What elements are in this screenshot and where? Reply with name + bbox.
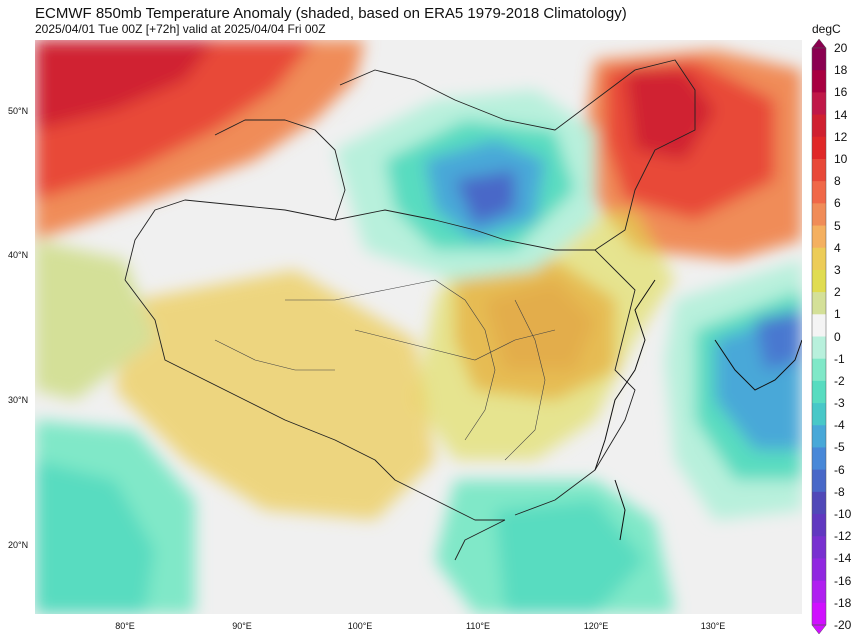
colorbar-swatch bbox=[812, 314, 826, 337]
colorbar-swatch bbox=[812, 514, 826, 537]
colorbar-tick-label: 20 bbox=[834, 41, 848, 55]
colorbar-tick-label: 0 bbox=[834, 329, 841, 344]
colorbar-swatch bbox=[812, 425, 826, 448]
lat-label-50n: 50°N bbox=[8, 106, 29, 116]
lon-label-80e: 80°E bbox=[115, 621, 135, 631]
colorbar-swatch bbox=[812, 203, 826, 227]
colorbar-swatch bbox=[812, 158, 826, 182]
colorbar-swatch bbox=[812, 491, 826, 515]
colorbar-extend-max bbox=[811, 38, 827, 49]
colorbar-tick-label: -18 bbox=[834, 595, 852, 610]
colorbar-tick-label: -3 bbox=[834, 396, 845, 411]
lat-label-30n: 30°N bbox=[8, 395, 29, 405]
colorbar-tick-label: -6 bbox=[834, 462, 845, 477]
colorbar-tick-label: -4 bbox=[834, 418, 845, 433]
colorbar-swatch bbox=[812, 269, 826, 293]
colorbar-swatch bbox=[812, 92, 826, 116]
lon-label-110e: 110°E bbox=[466, 621, 490, 631]
colorbar-outline bbox=[811, 47, 827, 626]
map-svg bbox=[35, 40, 802, 614]
colorbar-unit: degC bbox=[812, 22, 841, 36]
colorbar-swatch bbox=[812, 225, 826, 249]
colorbar-swatch bbox=[812, 292, 826, 315]
colorbar-swatch bbox=[812, 48, 826, 71]
colorbar-swatch bbox=[812, 469, 826, 493]
colorbar-tick-label: 3 bbox=[834, 262, 841, 277]
colorbar-swatch bbox=[812, 247, 826, 271]
colorbar-tick-label: 6 bbox=[834, 196, 841, 211]
colorbar-tick-label: 14 bbox=[834, 107, 848, 122]
colorbar-swatch bbox=[812, 558, 826, 582]
colorbar-swatch bbox=[812, 181, 826, 204]
chart-title: ECMWF 850mb Temperature Anomaly (shaded,… bbox=[35, 5, 627, 22]
colorbar-swatch bbox=[812, 447, 826, 471]
colorbar-tick-label: 16 bbox=[834, 85, 848, 100]
colorbar-swatch bbox=[812, 114, 826, 138]
coastlines bbox=[594, 279, 802, 541]
colorbar-swatch bbox=[812, 136, 826, 160]
anomaly-shading bbox=[35, 40, 802, 614]
colorbar-tick-label: -8 bbox=[834, 484, 845, 499]
lon-label-130e: 130°E bbox=[700, 621, 726, 631]
colorbar-tick-label: 12 bbox=[834, 129, 848, 144]
temperature-anomaly-map bbox=[35, 40, 802, 614]
colorbar-tick-label: -1 bbox=[834, 351, 845, 366]
colorbar-tick-label: 4 bbox=[834, 240, 841, 255]
colorbar-extend-min bbox=[811, 624, 827, 635]
province-borders bbox=[214, 279, 556, 461]
colorbar-swatch bbox=[812, 380, 826, 404]
lat-label-40n: 40°N bbox=[8, 250, 29, 260]
colorbar bbox=[811, 38, 827, 635]
colorbar-swatch bbox=[812, 536, 826, 559]
lon-label-120e: 120°E bbox=[583, 621, 609, 631]
colorbar-swatch bbox=[812, 70, 826, 93]
colorbar-swatch bbox=[812, 403, 826, 426]
colorbar-tick-label: 5 bbox=[834, 218, 841, 233]
colorbar-swatch bbox=[812, 358, 826, 382]
colorbar-tick-label: -16 bbox=[834, 573, 852, 588]
lat-label-20n: 20°N bbox=[8, 540, 29, 550]
colorbar-tick-label: 1 bbox=[834, 307, 841, 322]
colorbar-tick-label: 10 bbox=[834, 151, 848, 166]
colorbar-swatch bbox=[812, 336, 826, 360]
colorbar-tick-label: -14 bbox=[834, 551, 852, 566]
colorbar-tick-label: -10 bbox=[834, 507, 852, 522]
colorbar-tick-label: 8 bbox=[834, 174, 841, 189]
colorbar-swatch bbox=[812, 602, 826, 626]
colorbar-tick-label: -20 bbox=[834, 618, 852, 632]
lon-label-100e: 100°E bbox=[347, 621, 373, 631]
colorbar-tick-label: -12 bbox=[834, 529, 852, 544]
colorbar-swatch bbox=[812, 580, 826, 604]
lon-label-90e: 90°E bbox=[232, 621, 252, 631]
colorbar-tick-label: -5 bbox=[834, 440, 845, 455]
colorbar-tick-label: -2 bbox=[834, 373, 845, 388]
country-borders bbox=[124, 59, 696, 561]
chart-subtitle: 2025/04/01 Tue 00Z [+72h] valid at 2025/… bbox=[35, 22, 326, 36]
colorbar-tick-label: 2 bbox=[834, 285, 841, 300]
colorbar-tick-label: 18 bbox=[834, 63, 848, 78]
